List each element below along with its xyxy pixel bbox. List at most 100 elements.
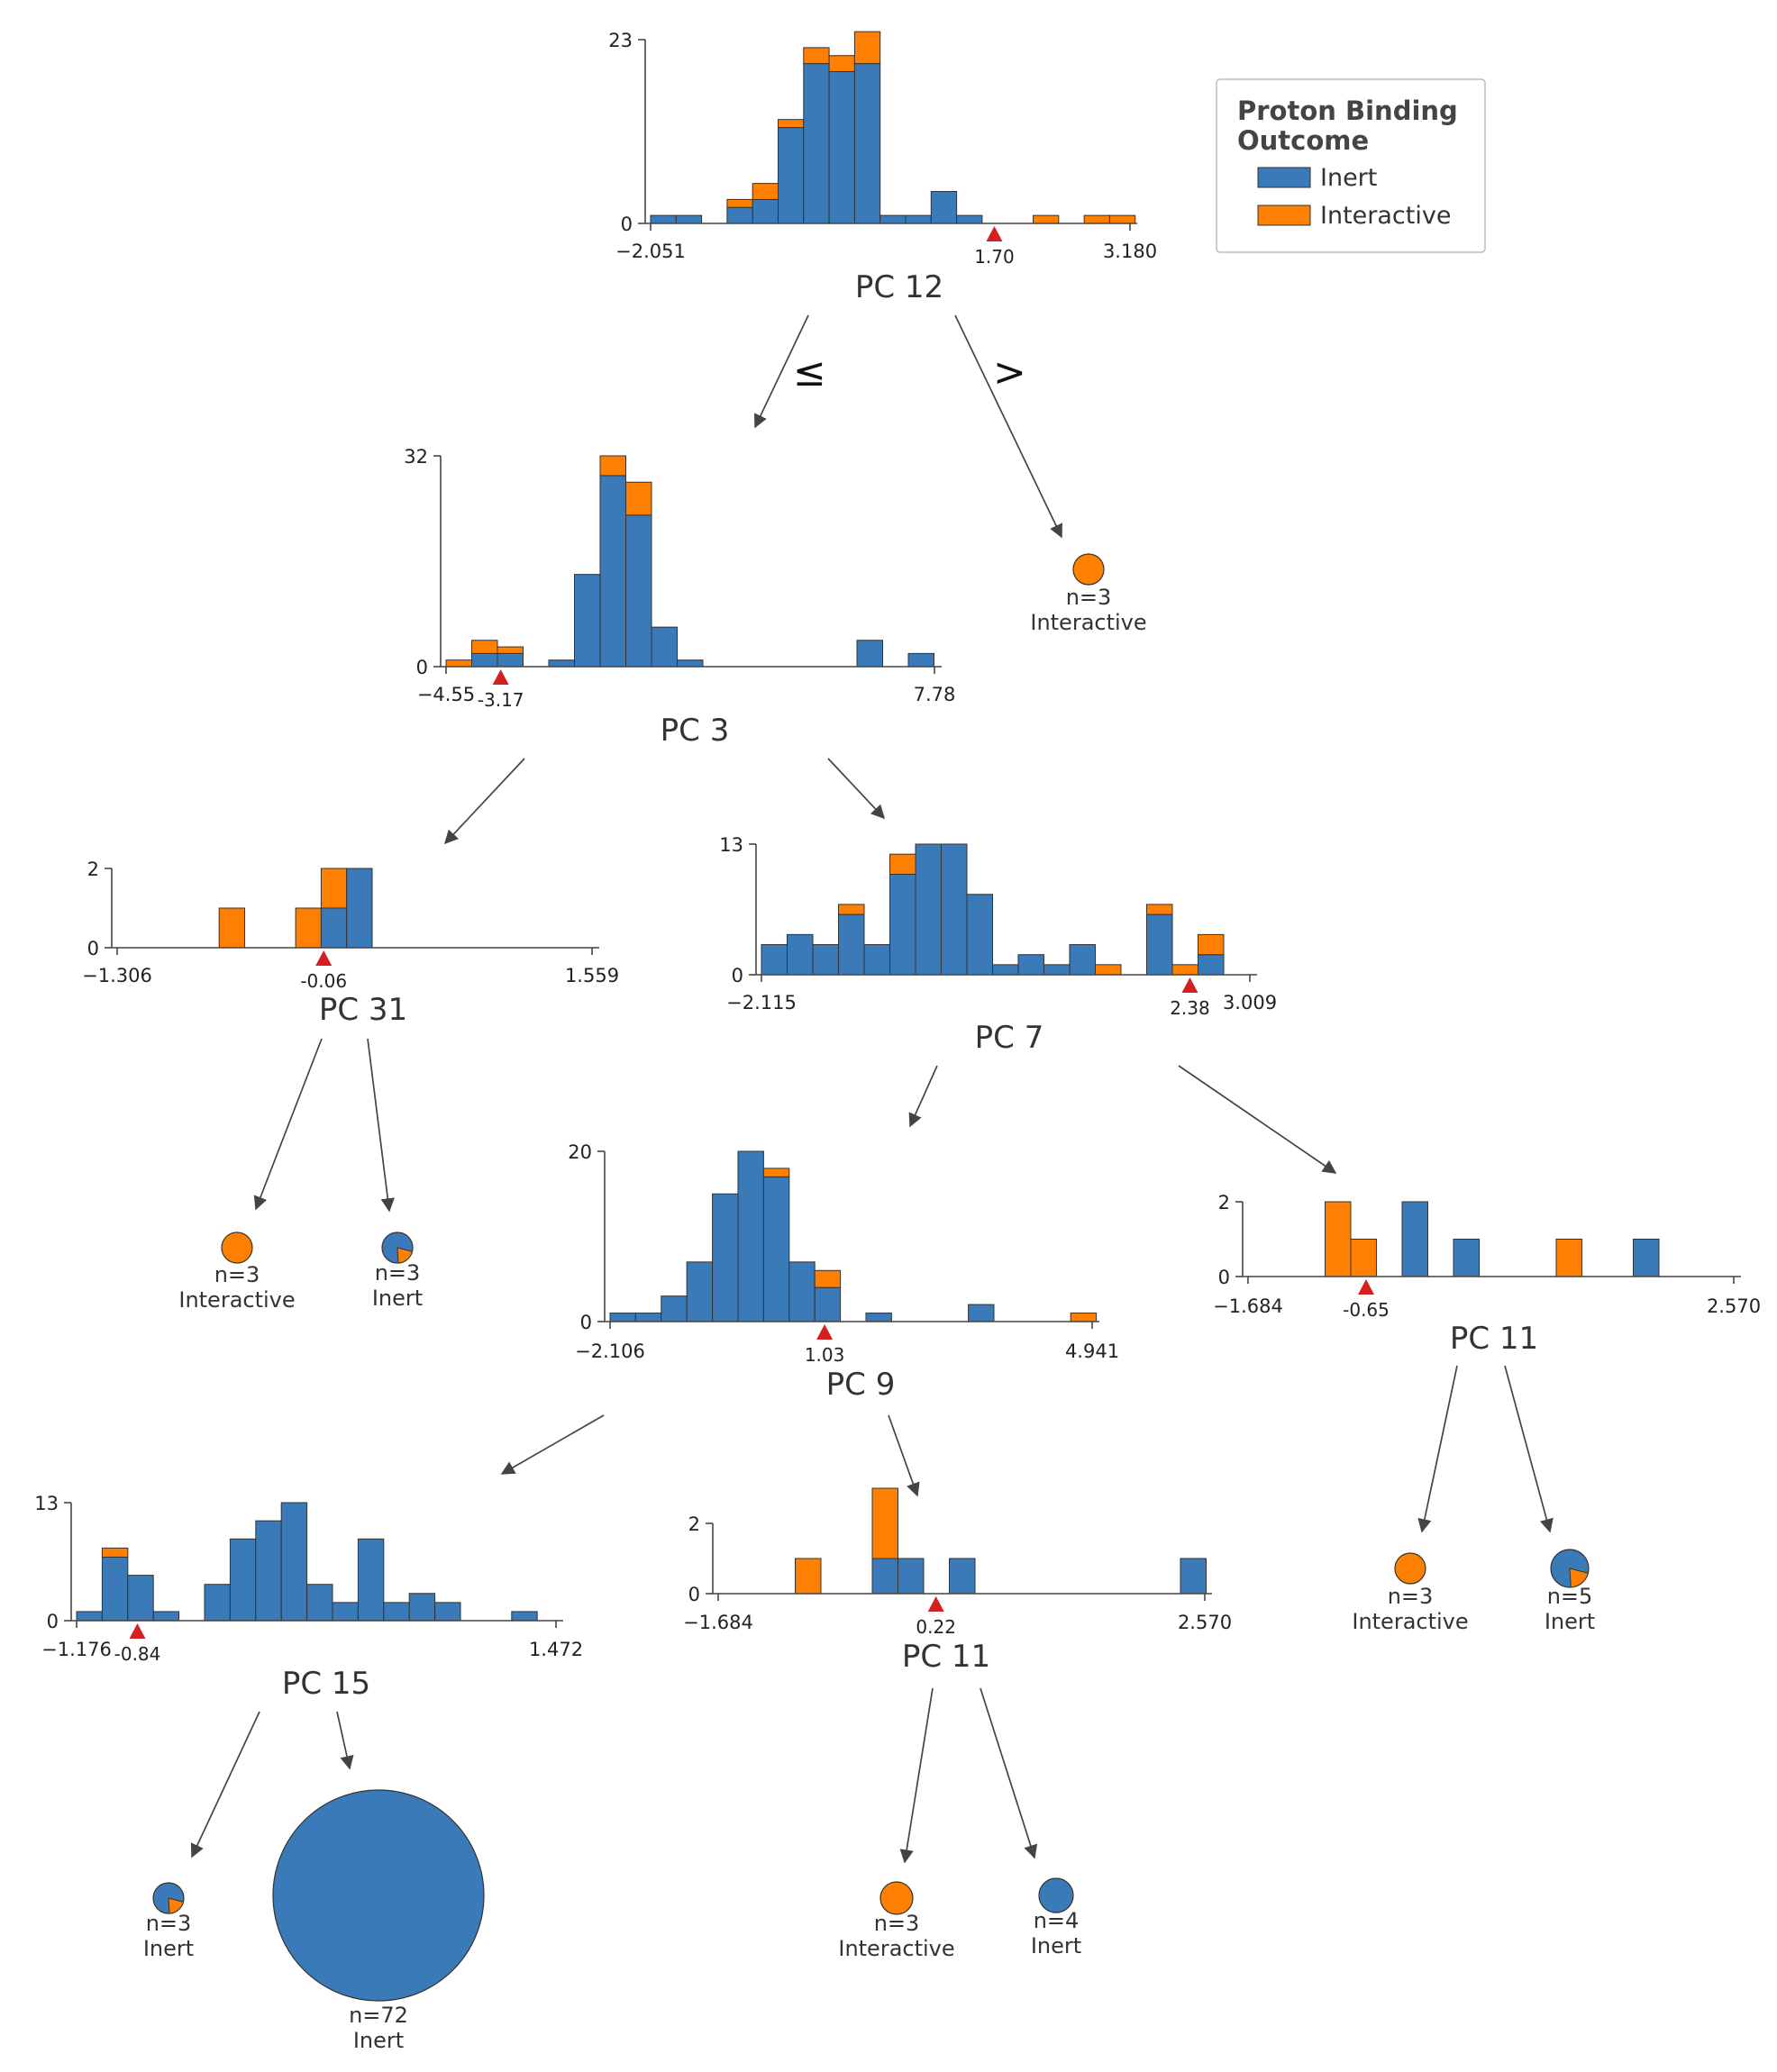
tree-edge-arrow [253,1038,323,1211]
leaf-class-label: Interactive [1030,610,1146,635]
histogram-bar-interactive [1555,1239,1582,1277]
histogram-bar-inert [956,214,983,224]
leaf-pie-interactive [1072,553,1105,586]
x-tick-label-min: −2.106 [575,1340,645,1362]
histogram-bar-inert [651,626,678,668]
histogram-bar-interactive [778,119,805,129]
tree-edge-arrow [954,314,1062,539]
threshold-marker [986,226,1003,241]
threshold-label: 1.03 [805,1344,845,1366]
threshold-marker [927,1596,944,1612]
histogram-bar-inert [966,894,993,976]
histogram-bar-inert [357,1538,385,1622]
histogram-bar-inert [726,206,753,224]
histogram-bar-inert [992,964,1019,976]
tree-edge-arrow [1417,1365,1458,1533]
histogram-bar-interactive [889,853,916,875]
x-tick-label-max: 3.009 [1223,992,1277,1013]
legend-label-interactive: Interactive [1320,202,1451,230]
histogram-bar-inert [788,1261,816,1322]
y-tick-label-max: 32 [404,446,428,468]
histogram-bar-interactive [803,47,830,65]
histogram-bar-inert [383,1602,410,1622]
histogram-bar-inert [650,214,677,224]
leaf-class-label: Inert [372,1286,423,1311]
histogram-bar-interactive [1146,904,1173,915]
histogram-bar-inert [548,659,575,668]
leaf-count: n=3 [1066,585,1112,610]
y-tick-label-zero: 0 [732,965,743,986]
x-tick-label-max: 7.78 [914,684,956,705]
histogram-bar-inert [1146,913,1173,976]
tree-edge-arrow [888,1414,920,1497]
y-tick-label-max: 13 [34,1493,59,1514]
histogram-bar-inert [280,1502,308,1622]
leaf-count: n=72 [349,2003,408,2028]
legend-label-inert: Inert [1320,164,1377,192]
histogram-bar-interactive [1171,964,1198,976]
histogram-bar-inert [255,1520,282,1622]
histogram-bar-interactive [320,868,348,909]
histogram-bar-inert [152,1611,180,1622]
leaf-pie-inert [272,1789,485,2002]
leaf-count: n=3 [146,1911,192,1936]
histogram-bar-inert [803,63,830,224]
histogram-bar-interactive [871,1487,898,1559]
tree-edge-arrow [827,758,886,820]
tree-edge-arrow [908,1065,938,1128]
histogram-bar-inert [634,1313,662,1322]
histogram-bar-inert [408,1593,436,1622]
histogram-bar-inert [609,1313,636,1322]
threshold-label: -0.84 [114,1643,161,1665]
y-tick-label-max: 20 [568,1141,592,1163]
histogram-bar-inert [761,944,788,976]
histogram-bar-inert [1453,1239,1480,1277]
feature-label: PC 11 [1450,1321,1538,1357]
histogram-bar-inert [306,1584,333,1622]
leaf-count: n=3 [874,1911,920,1936]
legend: Proton Binding Outcome Inert Interactive [1216,78,1486,253]
leaf-class-label: Interactive [178,1287,295,1313]
x-tick-label-min: −1.306 [82,965,152,986]
histogram-bar-inert [332,1602,359,1622]
histogram-bar-interactive [1095,964,1122,976]
feature-label: PC 11 [902,1639,990,1675]
histogram-bar-inert [1633,1239,1660,1277]
histogram-bar-inert [497,652,524,668]
feature-label: PC 9 [826,1367,896,1403]
histogram-bar-inert [856,640,883,668]
histogram-bar-inert [599,475,626,668]
histogram-bar-inert [101,1556,129,1622]
y-tick-label-zero: 0 [416,657,428,678]
x-tick-label-max: 4.941 [1065,1340,1119,1362]
threshold-label: 1.70 [974,246,1015,268]
y-tick-label-zero: 0 [47,1611,59,1632]
histogram-bar-inert [229,1538,257,1622]
histogram-bar-inert [320,907,348,949]
histogram-bar-inert [574,574,601,668]
leaf-count: n=5 [1547,1584,1593,1609]
leaf-pie-interactive [221,1231,253,1264]
tree-edge-arrow [443,758,525,845]
histogram-bar-inert [204,1584,231,1622]
threshold-marker [1358,1279,1375,1295]
x-tick-label-min: −1.684 [1213,1295,1283,1317]
histogram-bar-inert [863,944,890,976]
histogram-bar-interactive [795,1558,822,1595]
tree-edge-arrow [754,314,809,429]
histogram-bar-inert [949,1558,976,1595]
histogram-bar-inert [898,1558,925,1595]
threshold-marker [492,669,509,685]
x-tick-label-min: −2.051 [615,241,686,262]
histogram-bar-inert [471,652,498,668]
histogram-bar-inert [941,843,968,976]
histogram-bar-inert [625,514,652,668]
